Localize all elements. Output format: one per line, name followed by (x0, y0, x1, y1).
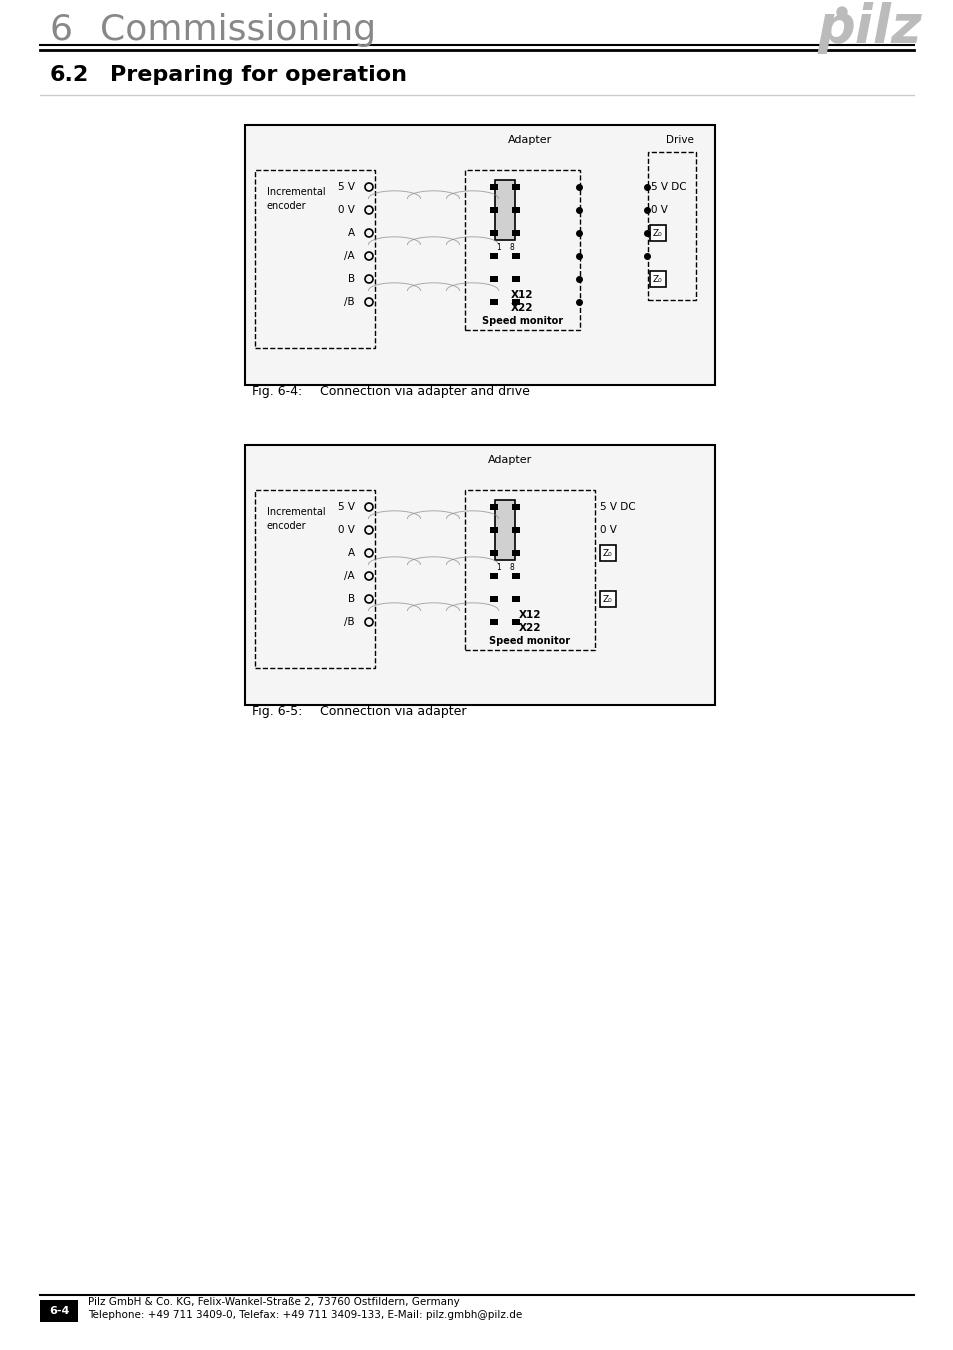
Bar (495, 180, 515, 240)
Text: Z₀: Z₀ (653, 228, 662, 238)
Bar (245, 446, 714, 705)
Text: X22: X22 (511, 302, 533, 313)
Bar (512, 252, 519, 259)
Text: 8: 8 (509, 563, 514, 572)
Text: /A: /A (344, 251, 355, 261)
Bar (647, 153, 696, 300)
Text: Telephone: +49 711 3409-0, Telefax: +49 711 3409-133, E-Mail: pilz.gmbh@pilz.de: Telephone: +49 711 3409-0, Telefax: +49 … (88, 1310, 521, 1320)
Bar (490, 184, 497, 190)
Text: B: B (348, 274, 355, 284)
Text: Connection via adapter: Connection via adapter (319, 706, 466, 718)
Text: 5 V DC: 5 V DC (599, 502, 635, 512)
Bar (512, 207, 519, 213)
Bar (245, 126, 714, 385)
Bar (512, 184, 519, 190)
Text: Adapter: Adapter (487, 455, 532, 464)
Text: encoder: encoder (267, 201, 306, 211)
Text: 6-4: 6-4 (49, 1305, 70, 1316)
Text: Speed monitor: Speed monitor (481, 316, 562, 325)
Text: Pilz GmbH & Co. KG, Felix-Wankel-Straße 2, 73760 Ostfildern, Germany: Pilz GmbH & Co. KG, Felix-Wankel-Straße … (88, 1297, 459, 1307)
Bar (599, 545, 616, 562)
Bar (245, 126, 714, 385)
Bar (490, 526, 497, 533)
Text: A: A (348, 548, 355, 558)
Text: B: B (348, 594, 355, 603)
Text: 0 V: 0 V (337, 205, 355, 215)
Text: A: A (348, 228, 355, 238)
Text: 1: 1 (496, 563, 500, 572)
Bar (245, 446, 714, 705)
Text: 6: 6 (50, 14, 73, 47)
Text: 5 V: 5 V (337, 182, 355, 192)
Text: Commissioning: Commissioning (100, 14, 375, 47)
Circle shape (836, 7, 846, 18)
Bar (490, 620, 497, 625)
Text: Z₀: Z₀ (602, 594, 612, 603)
Text: encoder: encoder (267, 521, 306, 531)
Bar (490, 549, 497, 556)
Text: 5 V DC: 5 V DC (650, 182, 686, 192)
Text: 6.2: 6.2 (50, 65, 90, 85)
Bar (254, 490, 375, 668)
Bar (464, 170, 579, 329)
Text: Adapter: Adapter (507, 135, 552, 144)
Text: Fig. 6-4:: Fig. 6-4: (252, 386, 302, 398)
Text: 0 V: 0 V (599, 525, 617, 535)
Text: Fig. 6-5:: Fig. 6-5: (252, 706, 302, 718)
Bar (512, 595, 519, 602)
Bar (512, 572, 519, 579)
Text: Connection via adapter and drive: Connection via adapter and drive (319, 386, 529, 398)
Text: X12: X12 (511, 290, 533, 300)
Bar (512, 275, 519, 282)
Text: X22: X22 (518, 622, 540, 633)
Bar (512, 230, 519, 236)
Text: /B: /B (344, 297, 355, 306)
Text: Drive: Drive (665, 135, 693, 144)
Text: Incremental: Incremental (267, 188, 325, 197)
Text: Z₀: Z₀ (602, 548, 612, 558)
Text: 1: 1 (496, 243, 500, 252)
Bar (490, 504, 497, 510)
Bar (490, 230, 497, 236)
Text: 8: 8 (509, 243, 514, 252)
Bar (599, 591, 616, 608)
Text: 5 V: 5 V (337, 502, 355, 512)
Bar (40, 1300, 78, 1322)
Bar (490, 595, 497, 602)
Bar (512, 620, 519, 625)
Text: /A: /A (344, 571, 355, 580)
Text: Z₀: Z₀ (653, 274, 662, 284)
Bar (512, 526, 519, 533)
Text: /B: /B (344, 617, 355, 626)
Bar (490, 298, 497, 305)
Text: Speed monitor: Speed monitor (489, 636, 570, 647)
Bar (490, 275, 497, 282)
Bar (512, 549, 519, 556)
Bar (464, 490, 595, 649)
Text: 0 V: 0 V (650, 205, 667, 215)
Text: Incremental: Incremental (267, 508, 325, 517)
Text: 0 V: 0 V (337, 525, 355, 535)
Bar (490, 252, 497, 259)
Bar (254, 170, 375, 348)
Text: pilz: pilz (817, 1, 922, 54)
Bar (490, 207, 497, 213)
Bar (649, 225, 665, 242)
Text: X12: X12 (518, 610, 540, 620)
Bar (512, 504, 519, 510)
Bar (649, 271, 665, 288)
Bar (512, 298, 519, 305)
Text: Preparing for operation: Preparing for operation (110, 65, 407, 85)
Bar (490, 572, 497, 579)
Bar (495, 500, 515, 560)
